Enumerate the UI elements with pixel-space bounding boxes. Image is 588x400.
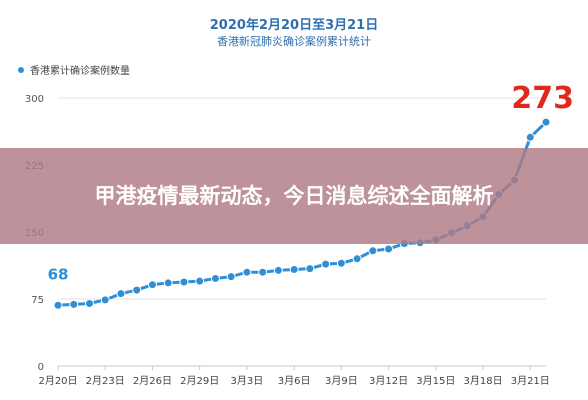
x-tick-label: 3月6日 (278, 375, 311, 387)
data-point (195, 276, 205, 286)
x-tick-label: 2月29日 (180, 375, 219, 387)
data-point (69, 299, 79, 309)
y-tick-label: 300 (25, 94, 44, 105)
x-tick-label: 3月9日 (325, 375, 358, 387)
data-point (226, 272, 236, 282)
data-point (53, 300, 63, 310)
headline-banner: 甲港疫情最新动态，今日消息综述全面解析 (0, 148, 588, 244)
data-point (384, 244, 394, 254)
data-point (210, 273, 220, 283)
legend: 香港累计确诊案例数量 (18, 62, 130, 77)
y-tick-label: 0 (38, 362, 44, 373)
data-point (289, 265, 299, 275)
start-value-label: 68 (48, 265, 69, 283)
data-point (84, 298, 94, 308)
y-tick-label: 75 (31, 295, 44, 306)
chart-subtitle: 香港新冠肺炎确诊案例累计统计 (217, 35, 371, 48)
x-tick-label: 2月23日 (86, 375, 125, 387)
data-point (258, 267, 268, 277)
headline: 甲港疫情最新动态，今日消息综述全面解析 (94, 184, 494, 208)
chart-title: 2020年2月20日至3月21日 (209, 18, 379, 33)
data-point (147, 280, 157, 290)
end-value-label: 273 (511, 81, 574, 116)
legend-marker (18, 66, 24, 73)
x-tick-label: 3月15日 (416, 375, 455, 387)
legend-label: 香港累计确诊案例数量 (30, 66, 130, 77)
data-point (525, 132, 535, 142)
data-point (116, 289, 126, 299)
data-point (321, 259, 331, 269)
data-point (305, 264, 315, 274)
data-point (163, 278, 173, 288)
x-tick-label: 3月18日 (463, 375, 502, 387)
data-point (273, 265, 283, 275)
data-point (541, 117, 551, 127)
data-point (100, 295, 110, 305)
data-point (242, 267, 252, 277)
x-tick-label: 2月20日 (38, 375, 77, 387)
x-tick-label: 3月21日 (511, 375, 550, 387)
data-point (352, 254, 362, 264)
data-point (368, 246, 378, 256)
x-tick-label: 2月26日 (133, 375, 172, 387)
x-tick-label: 3月3日 (231, 375, 264, 387)
data-point (132, 285, 142, 295)
data-point (336, 258, 346, 268)
data-point (179, 277, 189, 287)
x-tick-label: 3月12日 (369, 375, 408, 387)
